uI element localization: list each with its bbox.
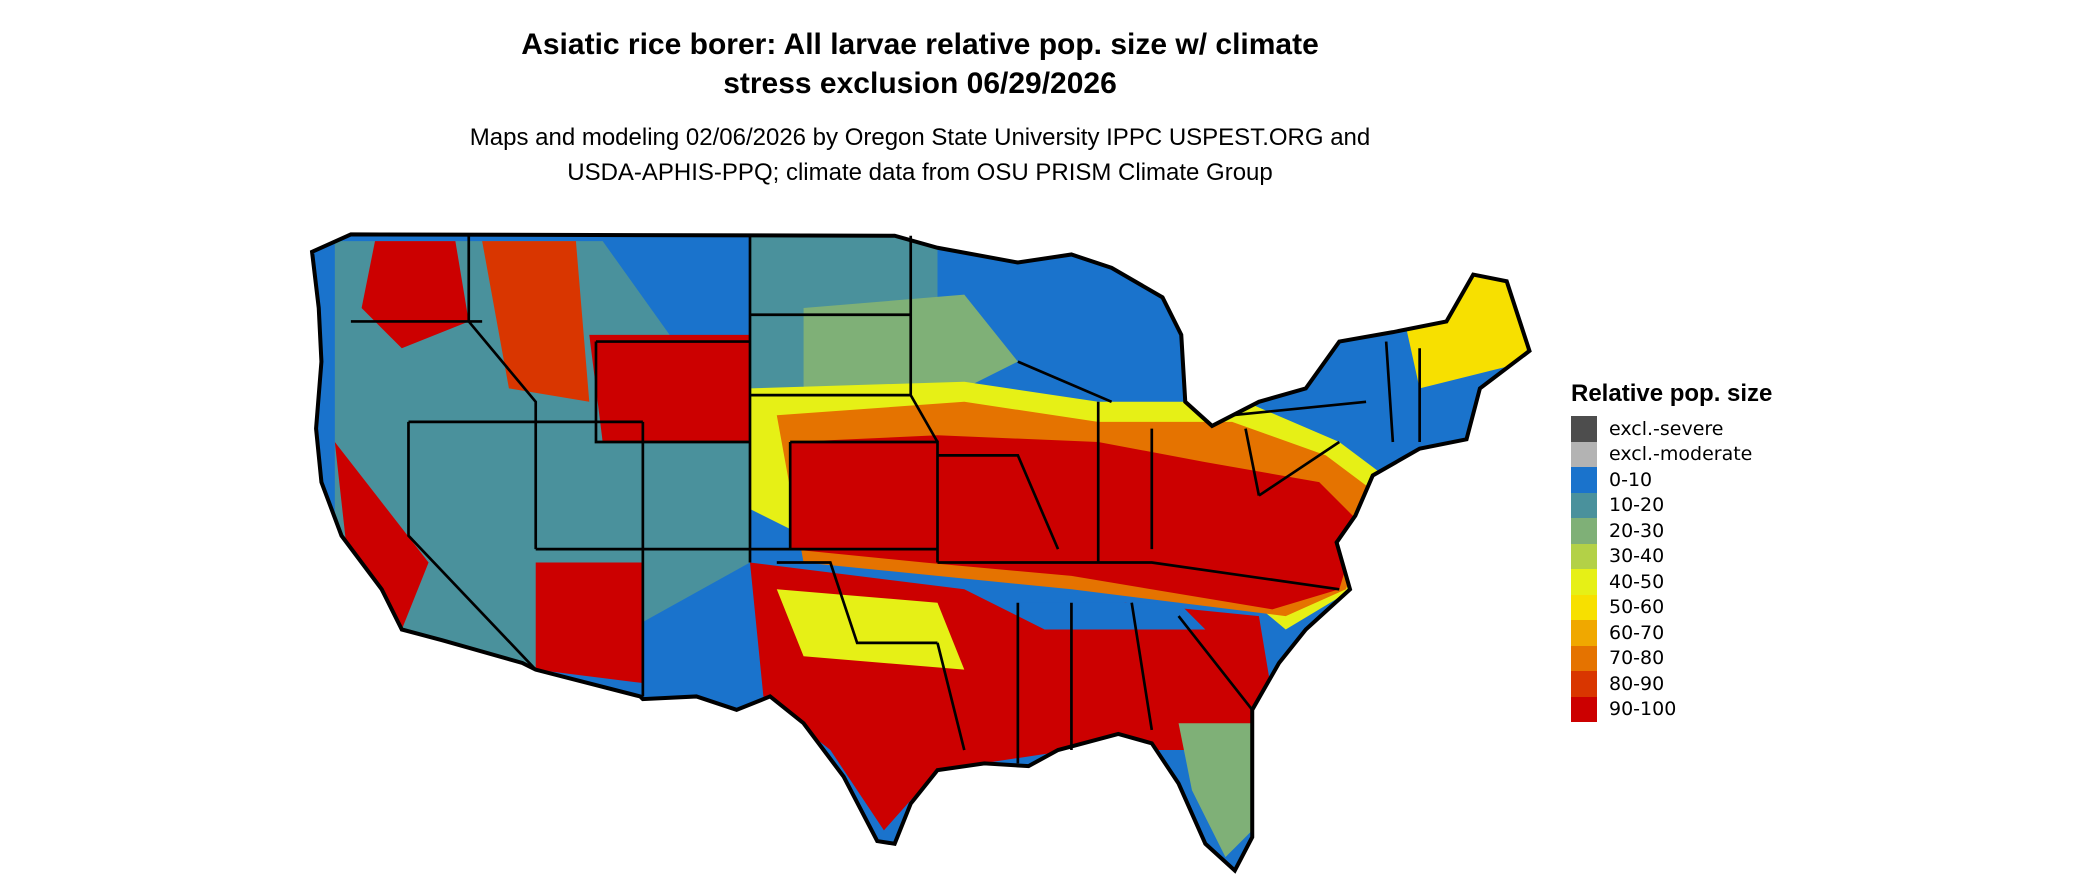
legend-label: 80-90	[1609, 672, 1665, 695]
legend-swatch	[1571, 696, 1597, 722]
legend-swatch	[1571, 594, 1597, 620]
legend-label: 60-70	[1609, 621, 1665, 644]
legend-swatch	[1571, 620, 1597, 646]
legend-label: 40-50	[1609, 570, 1665, 593]
legend-swatch	[1571, 569, 1597, 595]
legend-item: 20-30	[1571, 518, 1772, 544]
legend-swatch	[1571, 645, 1597, 671]
map-zone-tn-blue	[1017, 602, 1206, 630]
legend-item: excl.-severe	[1571, 416, 1772, 442]
map-title-line2: stress exclusion 06/29/2026	[723, 67, 1117, 100]
legend-label: excl.-severe	[1609, 417, 1724, 440]
legend-swatch	[1571, 543, 1597, 569]
legend-item: 50-60	[1571, 594, 1772, 620]
legend-item: 0-10	[1571, 467, 1772, 493]
legend-label: excl.-moderate	[1609, 443, 1753, 466]
legend-item: 10-20	[1571, 492, 1772, 518]
legend-label: 30-40	[1609, 545, 1665, 568]
legend-item: excl.-moderate	[1571, 441, 1772, 467]
legend-item: 90-100	[1571, 696, 1772, 722]
legend-swatch	[1571, 518, 1597, 544]
legend-label: 90-100	[1609, 698, 1677, 721]
legend-label: 20-30	[1609, 519, 1665, 542]
map-zone-idaho-red	[482, 241, 590, 402]
map-title-line1: Asiatic rice borer: All larvae relative …	[521, 28, 1319, 61]
legend-item: 30-40	[1571, 543, 1772, 569]
map-zone-oklahoma-yellow	[776, 589, 965, 670]
legend-label: 10-20	[1609, 494, 1665, 517]
map-subtitle-line1: Maps and modeling 02/06/2026 by Oregon S…	[469, 124, 1371, 151]
legend-label: 0-10	[1609, 468, 1653, 491]
legend-swatch	[1571, 467, 1597, 493]
legend-title: Relative pop. size	[1571, 380, 1773, 407]
legend-swatch	[1571, 671, 1597, 697]
legend-swatch	[1571, 416, 1597, 442]
legend-item: 40-50	[1571, 569, 1772, 595]
legend-label: 70-80	[1609, 647, 1665, 670]
state-borders	[312, 234, 1529, 870]
map-zone-central-red	[790, 435, 1360, 610]
legend-label: 50-60	[1609, 596, 1665, 619]
legend-swatch	[1571, 492, 1597, 518]
map-zone-florida	[1178, 723, 1253, 858]
legend-item: 60-70	[1571, 620, 1772, 646]
legend-item: 80-90	[1571, 671, 1772, 697]
map-zone-wyoming-red	[589, 334, 750, 442]
legend: Relative pop. size excl.-severe excl.-mod…	[1571, 380, 1772, 722]
map-subtitle-line2: USDA-APHIS-PPQ; climate data from OSU PR…	[567, 159, 1273, 186]
map-zone-arizona-red	[535, 562, 643, 684]
legend-item: 70-80	[1571, 645, 1772, 671]
map-zone-california-red	[334, 441, 429, 630]
legend-swatch	[1571, 441, 1597, 467]
